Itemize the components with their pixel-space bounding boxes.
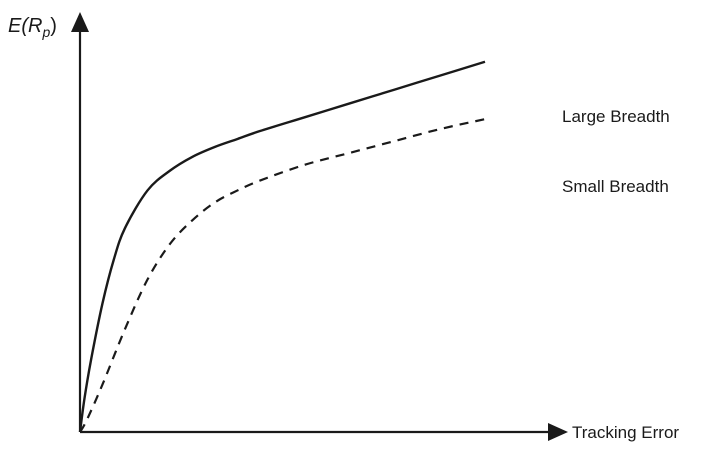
y-axis-label-prefix: E(R <box>8 15 42 37</box>
y-axis-label-subscript: p <box>41 24 50 40</box>
series-line-small-breadth <box>79 118 486 433</box>
series-label-large-breadth: Large Breadth <box>562 107 670 126</box>
series-line-large-breadth <box>78 60 486 433</box>
x-axis-arrow-icon <box>548 423 568 441</box>
axes <box>71 12 568 441</box>
y-axis-arrow-icon <box>71 12 89 32</box>
series-layer <box>78 60 486 433</box>
y-axis-label: E(Rp) <box>8 15 57 40</box>
y-axis-label-suffix: ) <box>50 15 57 37</box>
labels: E(Rp) Tracking Error Large Breadth Small… <box>8 15 679 442</box>
series-label-small-breadth: Small Breadth <box>562 177 669 196</box>
x-axis-label: Tracking Error <box>572 423 679 442</box>
